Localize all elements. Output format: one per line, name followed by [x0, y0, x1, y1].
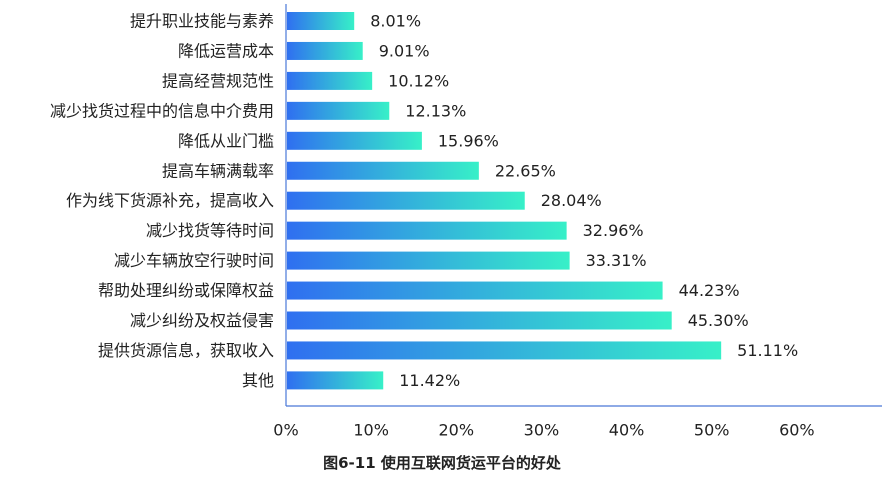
category-labels-group: 提升职业技能与素养降低运营成本提高经营规范性减少找货过程中的信息中介费用降低从业… — [50, 12, 274, 390]
x-tick-label: 60% — [779, 421, 815, 440]
x-tick-label: 20% — [439, 421, 475, 440]
value-label: 10.12% — [388, 71, 449, 90]
category-label: 减少找货等待时间 — [146, 221, 274, 240]
value-labels-group: 8.01% 9.01% 10.12% 12.13% 15.96% 22.65% 28.04%… — [370, 12, 798, 390]
category-label: 降低从业门槛 — [178, 131, 274, 150]
value-label: 12.13% — [405, 101, 466, 120]
category-label: 提升职业技能与素养 — [130, 12, 274, 31]
bar — [287, 251, 570, 270]
value-label: 45.30% — [688, 311, 749, 330]
bar — [287, 41, 363, 60]
bars-group — [287, 12, 722, 390]
category-label: 降低运营成本 — [178, 41, 274, 60]
bar — [287, 71, 373, 90]
value-label: 11.42% — [399, 371, 460, 390]
value-label: 8.01% — [370, 12, 421, 31]
bar — [287, 131, 422, 150]
x-tick-label: 40% — [609, 421, 645, 440]
bar — [287, 161, 479, 180]
bar — [287, 101, 390, 120]
x-tick-label: 0% — [273, 421, 298, 440]
category-label: 提高经营规范性 — [162, 71, 274, 90]
bar — [287, 281, 663, 300]
category-label: 提高车辆满载率 — [162, 161, 274, 180]
value-label: 9.01% — [379, 41, 430, 60]
value-label: 32.96% — [583, 221, 644, 240]
bar — [287, 12, 355, 30]
value-label: 22.65% — [495, 161, 556, 180]
figure-caption: 图6-11 使用互联网货运平台的好处 — [323, 454, 561, 472]
category-label: 提供货源信息，获取收入 — [98, 341, 274, 360]
bar — [287, 341, 722, 360]
value-label: 28.04% — [541, 191, 602, 210]
bar — [287, 221, 567, 240]
value-label: 15.96% — [438, 131, 499, 150]
value-label: 51.11% — [737, 341, 798, 360]
category-label: 帮助处理纠纷或保障权益 — [98, 281, 274, 300]
x-tick-label: 10% — [353, 421, 389, 440]
x-tick-labels-group: 0% 10% 20% 30% 40% 50% 60% — [273, 421, 814, 440]
x-tick-label: 50% — [694, 421, 730, 440]
bar — [287, 191, 525, 210]
bar — [287, 371, 384, 390]
category-label: 减少纠纷及权益侵害 — [130, 311, 274, 330]
category-label: 作为线下货源补充，提高收入 — [66, 191, 274, 210]
category-label: 减少车辆放空行驶时间 — [114, 251, 274, 270]
category-label: 减少找货过程中的信息中介费用 — [50, 101, 274, 120]
value-label: 44.23% — [679, 281, 740, 300]
bar-chart: 提升职业技能与素养降低运营成本提高经营规范性减少找货过程中的信息中介费用降低从业… — [50, 4, 882, 440]
value-label: 33.31% — [586, 251, 647, 270]
category-label: 其他 — [242, 371, 274, 390]
bar — [287, 311, 672, 330]
x-tick-label: 30% — [524, 421, 560, 440]
